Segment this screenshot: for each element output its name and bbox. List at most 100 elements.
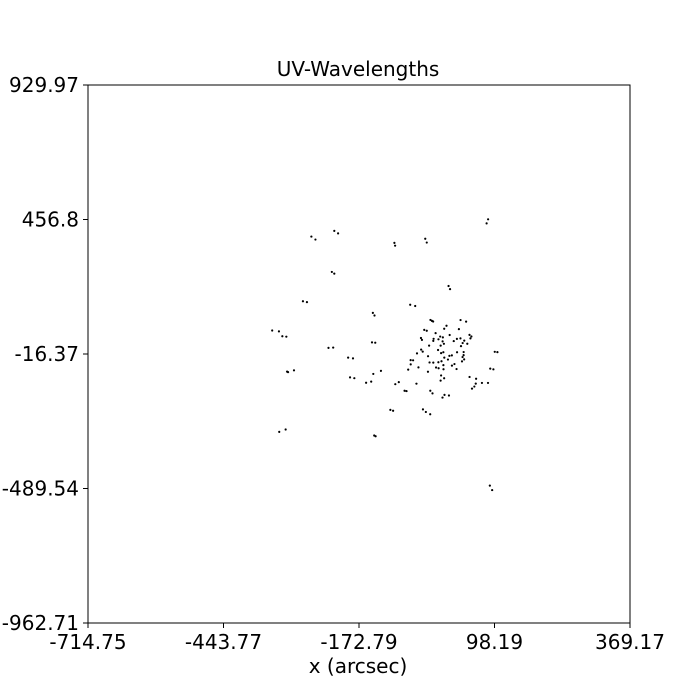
data-point [431, 392, 434, 395]
data-point [453, 362, 456, 366]
y-tick-label: -489.54 [2, 477, 79, 501]
data-point [447, 394, 451, 397]
data-point [420, 348, 423, 351]
data-point [426, 370, 430, 373]
data-point [442, 351, 445, 354]
data-point [470, 335, 473, 338]
data-point [370, 380, 373, 383]
data-point [485, 222, 488, 225]
data-point [330, 270, 333, 274]
data-point [432, 361, 435, 364]
data-point [310, 235, 313, 238]
data-point [475, 377, 478, 380]
data-point [392, 409, 395, 412]
chart-title: UV-Wavelengths [277, 57, 440, 81]
data-point [394, 244, 397, 247]
data-point [409, 359, 412, 362]
data-point [437, 361, 440, 364]
data-point [440, 360, 443, 363]
data-point [374, 341, 377, 344]
data-point [432, 320, 435, 323]
data-point [379, 369, 383, 372]
data-point [452, 339, 455, 343]
data-point [284, 428, 287, 431]
data-point [441, 340, 444, 343]
data-point [496, 351, 499, 354]
data-point [353, 377, 356, 380]
data-point [370, 341, 374, 344]
data-point [281, 335, 284, 338]
data-point [461, 341, 464, 345]
data-point [420, 338, 424, 342]
data-point [421, 408, 425, 411]
data-point [462, 350, 465, 354]
data-point [285, 335, 288, 338]
data-point [336, 232, 340, 235]
data-point [468, 375, 471, 379]
y-axis-ticks: 929.97 456.8 -16.37 -489.54 -962.71 [2, 73, 88, 635]
data-point [301, 300, 305, 303]
data-point [448, 288, 452, 291]
data-point [443, 327, 446, 330]
x-tick-label: 369.17 [595, 630, 665, 654]
data-points [271, 218, 499, 492]
data-point [409, 363, 412, 366]
data-point [455, 367, 458, 371]
data-point [491, 488, 494, 492]
data-point [327, 346, 330, 349]
data-point [488, 484, 491, 487]
data-point [409, 303, 412, 306]
data-point [437, 338, 440, 341]
data-point [455, 351, 459, 354]
y-tick-label: -16.37 [15, 342, 79, 366]
data-point [462, 354, 465, 357]
x-axis-label: x (arcsec) [309, 654, 408, 678]
data-point [459, 345, 463, 348]
data-point [459, 318, 462, 322]
data-point [394, 383, 397, 386]
data-point [424, 237, 427, 240]
data-point [292, 369, 296, 372]
data-point [426, 355, 430, 358]
data-point [489, 367, 492, 370]
data-point [374, 435, 377, 438]
data-point [423, 328, 426, 331]
data-point [348, 376, 352, 379]
x-tick-label: -443.77 [185, 630, 262, 654]
data-point [432, 339, 435, 342]
data-point [365, 381, 368, 384]
data-point [465, 320, 468, 323]
data-point [448, 333, 451, 337]
data-point [480, 381, 484, 385]
data-point [403, 389, 406, 392]
data-point [405, 389, 408, 393]
data-point [415, 352, 419, 355]
data-point [493, 350, 496, 353]
data-point [468, 333, 471, 336]
data-point [429, 413, 432, 416]
data-point [278, 430, 281, 433]
data-point [347, 356, 350, 359]
data-point [441, 396, 444, 399]
data-point [277, 330, 281, 333]
x-tick-label: -172.79 [320, 630, 397, 654]
y-tick-label: -962.71 [2, 611, 79, 635]
data-point [271, 329, 274, 332]
data-point [443, 393, 446, 397]
data-point [440, 352, 443, 355]
x-tick-label: 98.19 [466, 630, 523, 654]
data-point [439, 344, 442, 347]
data-point [393, 241, 396, 244]
data-point [473, 385, 476, 388]
data-point [443, 356, 446, 359]
y-tick-label: 929.97 [9, 73, 79, 97]
data-point [372, 372, 375, 376]
data-point [466, 342, 469, 345]
data-point [447, 284, 450, 288]
data-point [442, 368, 445, 371]
data-point [487, 218, 490, 221]
data-point [407, 368, 410, 371]
data-point [440, 374, 443, 377]
data-point [371, 311, 374, 315]
data-point [439, 335, 442, 338]
